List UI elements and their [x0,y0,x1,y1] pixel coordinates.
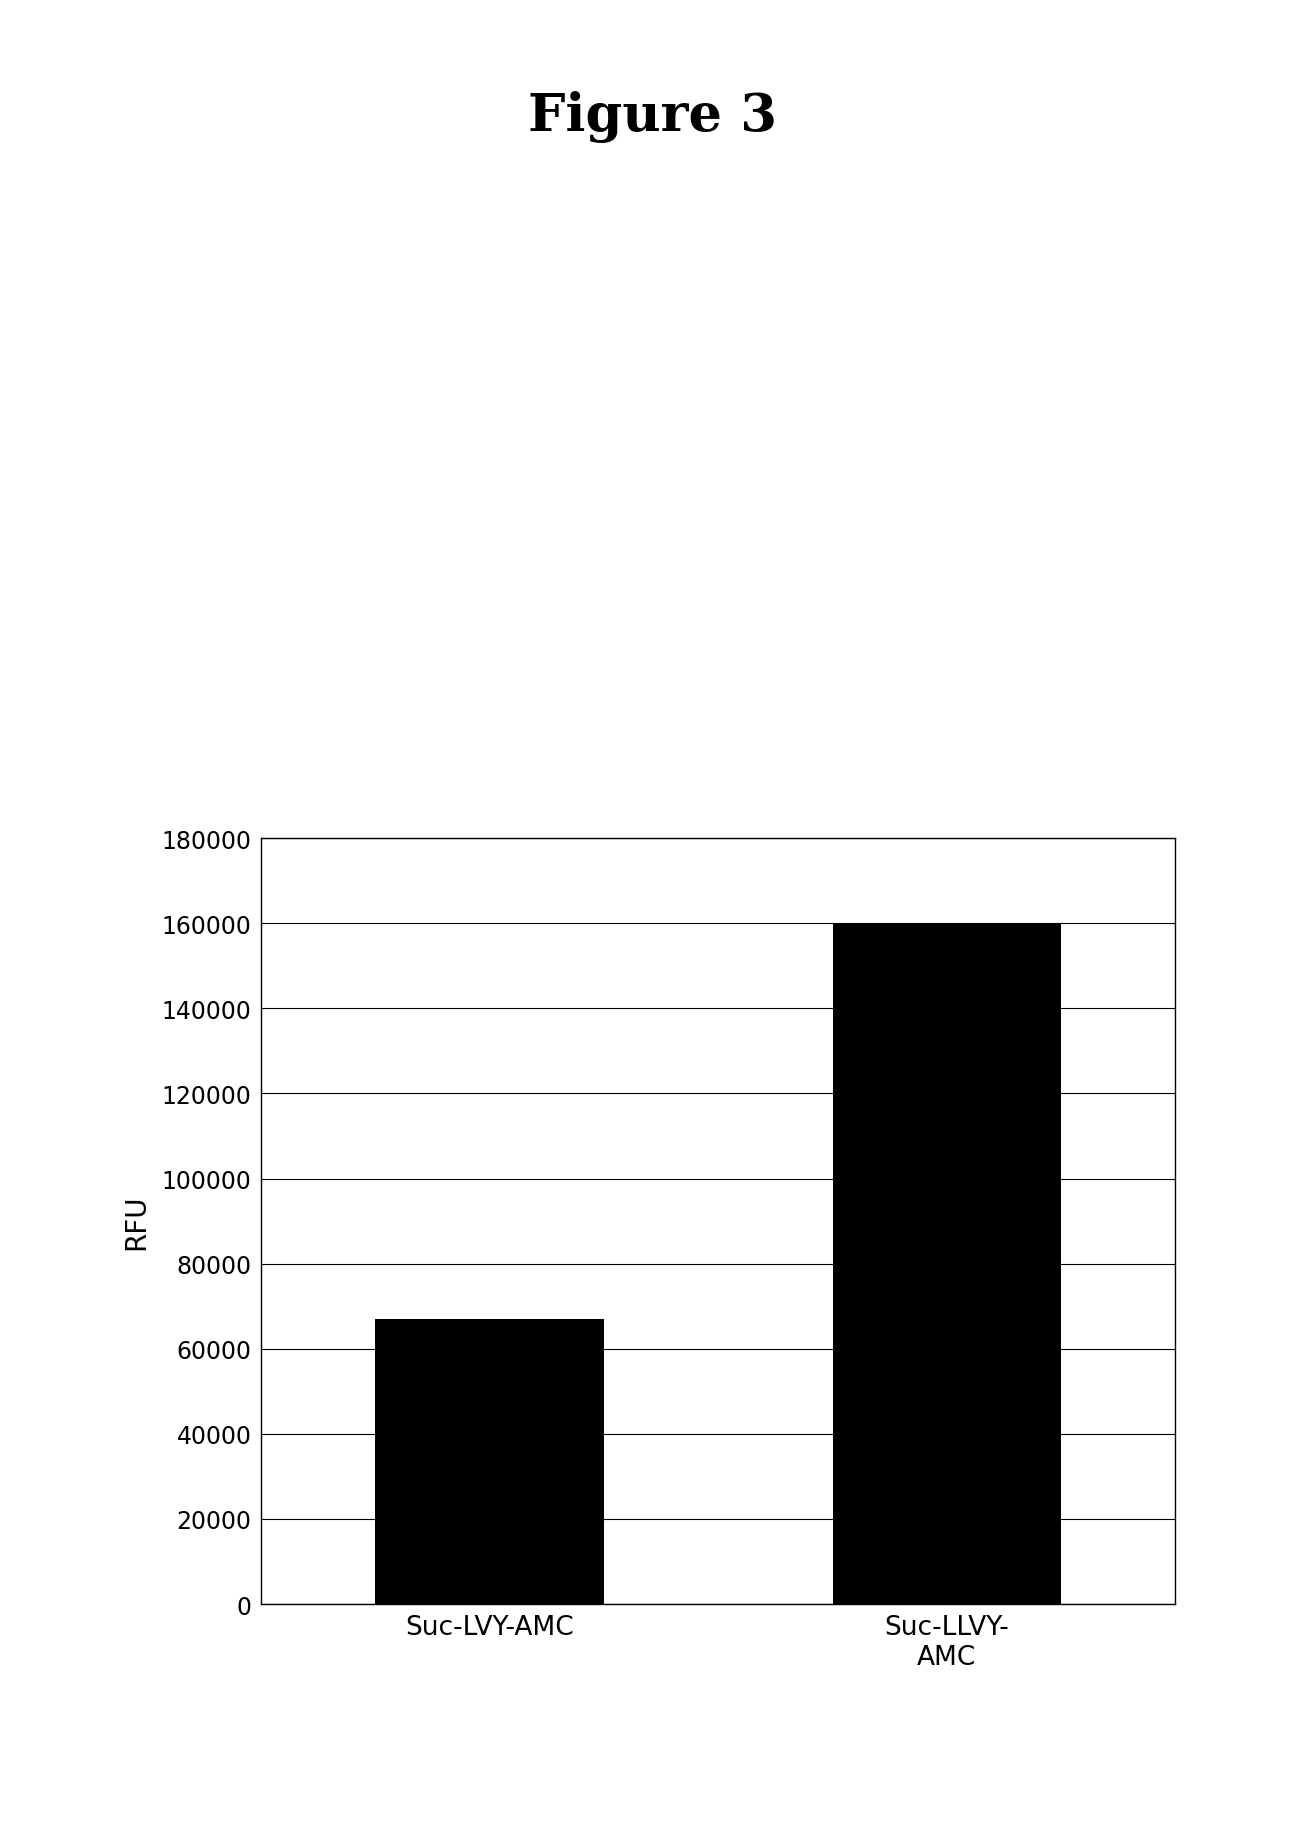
Text: Figure 3: Figure 3 [529,91,777,144]
Bar [832,924,1060,1604]
Y-axis label: RFU: RFU [123,1194,150,1249]
Bar [376,1320,603,1604]
